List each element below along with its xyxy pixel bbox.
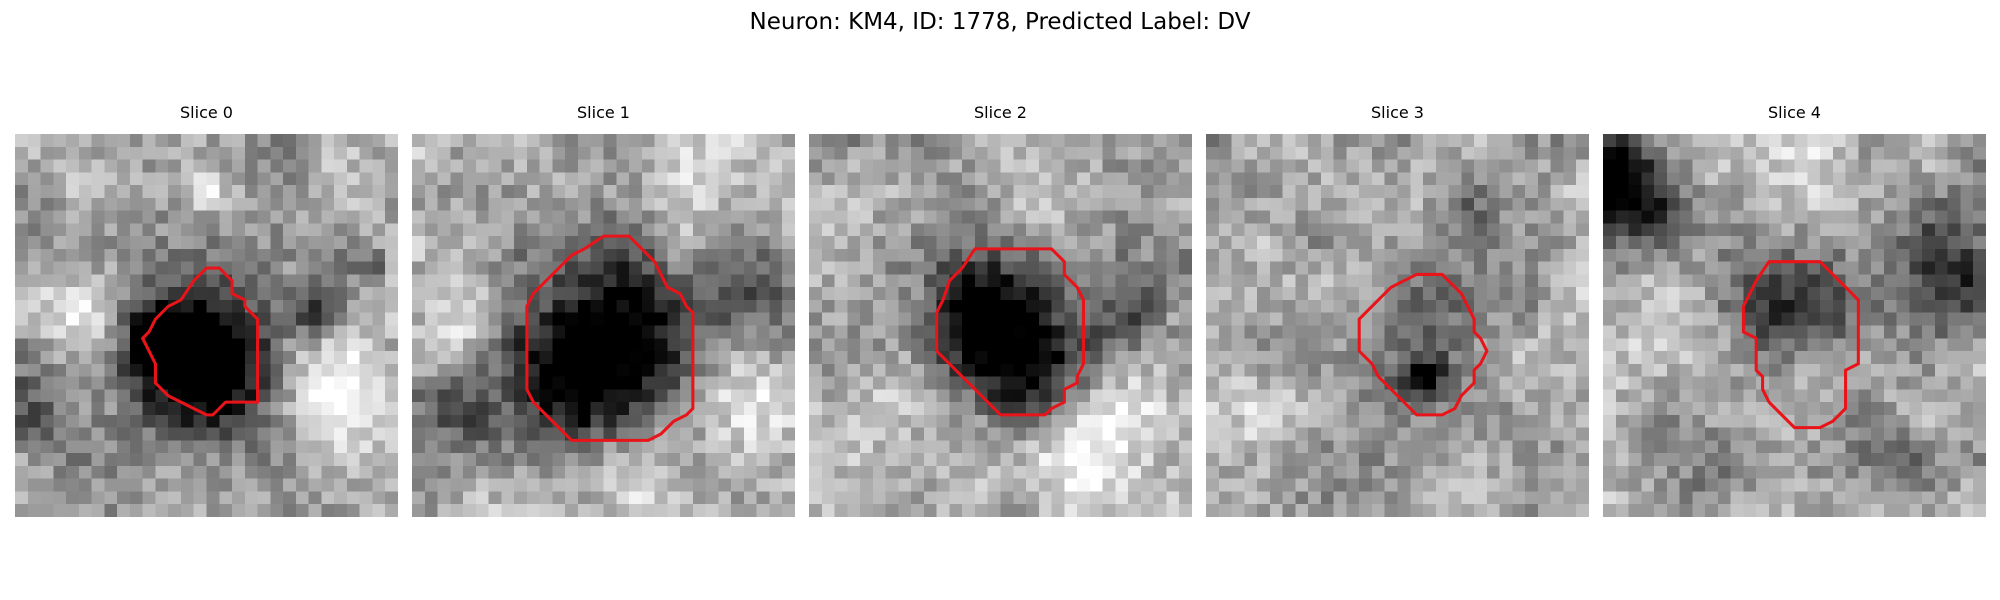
slice-image-1 <box>412 134 795 517</box>
neuron-contour-0 <box>140 266 260 417</box>
slice-title-0: Slice 0 <box>180 103 233 122</box>
slice-panel-3: Slice 3 <box>1206 103 1589 517</box>
slice-panel-4: Slice 4 <box>1603 103 1986 517</box>
slice-title-4: Slice 4 <box>1768 103 1821 122</box>
slice-panel-0: Slice 0 <box>15 103 398 517</box>
figure-title: Neuron: KM4, ID: 1778, Predicted Label: … <box>749 9 1251 35</box>
slice-title-3: Slice 3 <box>1371 103 1424 122</box>
neuron-contour-1 <box>525 234 695 442</box>
slice-title-2: Slice 2 <box>974 103 1027 122</box>
slice-image-2 <box>809 134 1192 517</box>
slice-image-4 <box>1603 134 1986 517</box>
slice-title-1: Slice 1 <box>577 103 630 122</box>
slice-image-0 <box>15 134 398 517</box>
slice-panel-1: Slice 1 <box>412 103 795 517</box>
neuron-contour-2 <box>935 247 1086 417</box>
slice-panel-2: Slice 2 <box>809 103 1192 517</box>
slice-image-3 <box>1206 134 1589 517</box>
neuron-contour-4 <box>1741 260 1860 430</box>
neuron-contour-3 <box>1357 272 1489 417</box>
